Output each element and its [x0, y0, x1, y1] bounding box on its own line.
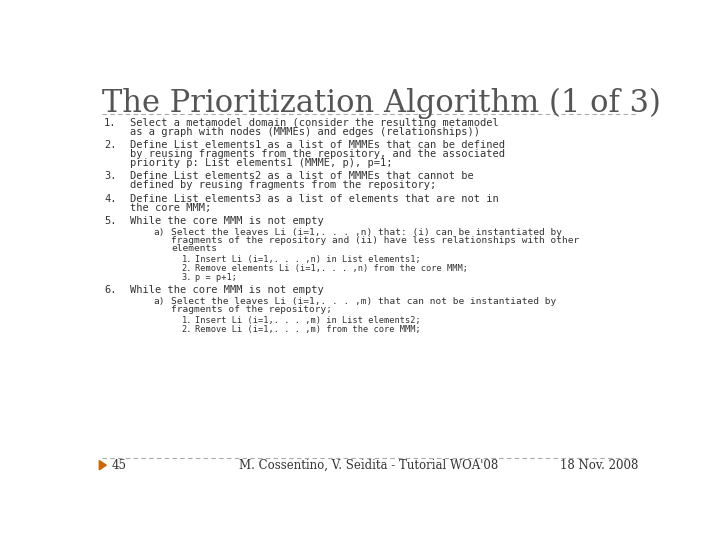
Text: 5.: 5.	[104, 216, 117, 226]
Text: p = p+1;: p = p+1;	[194, 273, 237, 282]
Text: defined by reusing fragments from the repository;: defined by reusing fragments from the re…	[130, 180, 436, 190]
Text: While the core MMM is not empty: While the core MMM is not empty	[130, 286, 324, 295]
Text: The Prioritization Algorithm (1 of 3): The Prioritization Algorithm (1 of 3)	[102, 88, 660, 119]
Text: M. Cossentino, V. Seidita - Tutorial WOA'08: M. Cossentino, V. Seidita - Tutorial WOA…	[239, 458, 499, 472]
Text: 6.: 6.	[104, 286, 117, 295]
Text: Remove Li (i=1,. . . ,m) from the core MMM;: Remove Li (i=1,. . . ,m) from the core M…	[194, 325, 420, 334]
Text: fragments of the repository;: fragments of the repository;	[171, 306, 333, 314]
Text: While the core MMM is not empty: While the core MMM is not empty	[130, 216, 324, 226]
Text: Insert Li (i=1,. . . ,m) in List elements2;: Insert Li (i=1,. . . ,m) in List element…	[194, 316, 420, 325]
Text: 2.: 2.	[181, 264, 192, 273]
Text: 45: 45	[112, 458, 127, 472]
Text: priority p: List elements1 (MMME, p), p=1;: priority p: List elements1 (MMME, p), p=…	[130, 158, 393, 168]
Text: 3.: 3.	[181, 273, 192, 282]
Text: Select the leaves Li (i=1,. . . ,n) that: (i) can be instantiated by: Select the leaves Li (i=1,. . . ,n) that…	[171, 228, 562, 237]
Text: 2.: 2.	[104, 140, 117, 150]
Text: Define List elements3 as a list of elements that are not in: Define List elements3 as a list of eleme…	[130, 194, 499, 204]
Text: the core MMM;: the core MMM;	[130, 202, 212, 213]
Text: 3.: 3.	[104, 171, 117, 181]
Text: Define List elements1 as a list of MMMEs that can be defined: Define List elements1 as a list of MMMEs…	[130, 140, 505, 150]
Text: by reusing fragments from the repository, and the associated: by reusing fragments from the repository…	[130, 149, 505, 159]
Text: fragments of the repository and (ii) have less relationships with other: fragments of the repository and (ii) hav…	[171, 236, 580, 245]
Text: elements: elements	[171, 244, 217, 253]
Polygon shape	[99, 461, 107, 470]
Text: 4.: 4.	[104, 194, 117, 204]
Text: 1.: 1.	[104, 118, 117, 128]
Text: 2.: 2.	[181, 325, 192, 334]
Text: Remove elements Li (i=1,. . . ,n) from the core MMM;: Remove elements Li (i=1,. . . ,n) from t…	[194, 264, 467, 273]
Text: a): a)	[153, 298, 165, 306]
Text: 1.: 1.	[181, 316, 192, 325]
Text: as a graph with nodes (MMMEs) and edges (relationships)): as a graph with nodes (MMMEs) and edges …	[130, 127, 480, 137]
Text: Select a metamodel domain (consider the resulting metamodel: Select a metamodel domain (consider the …	[130, 118, 499, 128]
Text: Select the leaves Li (i=1,. . . ,m) that can not be instantiated by: Select the leaves Li (i=1,. . . ,m) that…	[171, 298, 557, 306]
Text: Define List elements2 as a list of MMMEs that cannot be: Define List elements2 as a list of MMMEs…	[130, 171, 474, 181]
Text: a): a)	[153, 228, 165, 237]
Text: 1.: 1.	[181, 254, 192, 264]
Text: Insert Li (i=1,. . . ,n) in List elements1;: Insert Li (i=1,. . . ,n) in List element…	[194, 254, 420, 264]
Text: 18 Nov. 2008: 18 Nov. 2008	[560, 458, 639, 472]
